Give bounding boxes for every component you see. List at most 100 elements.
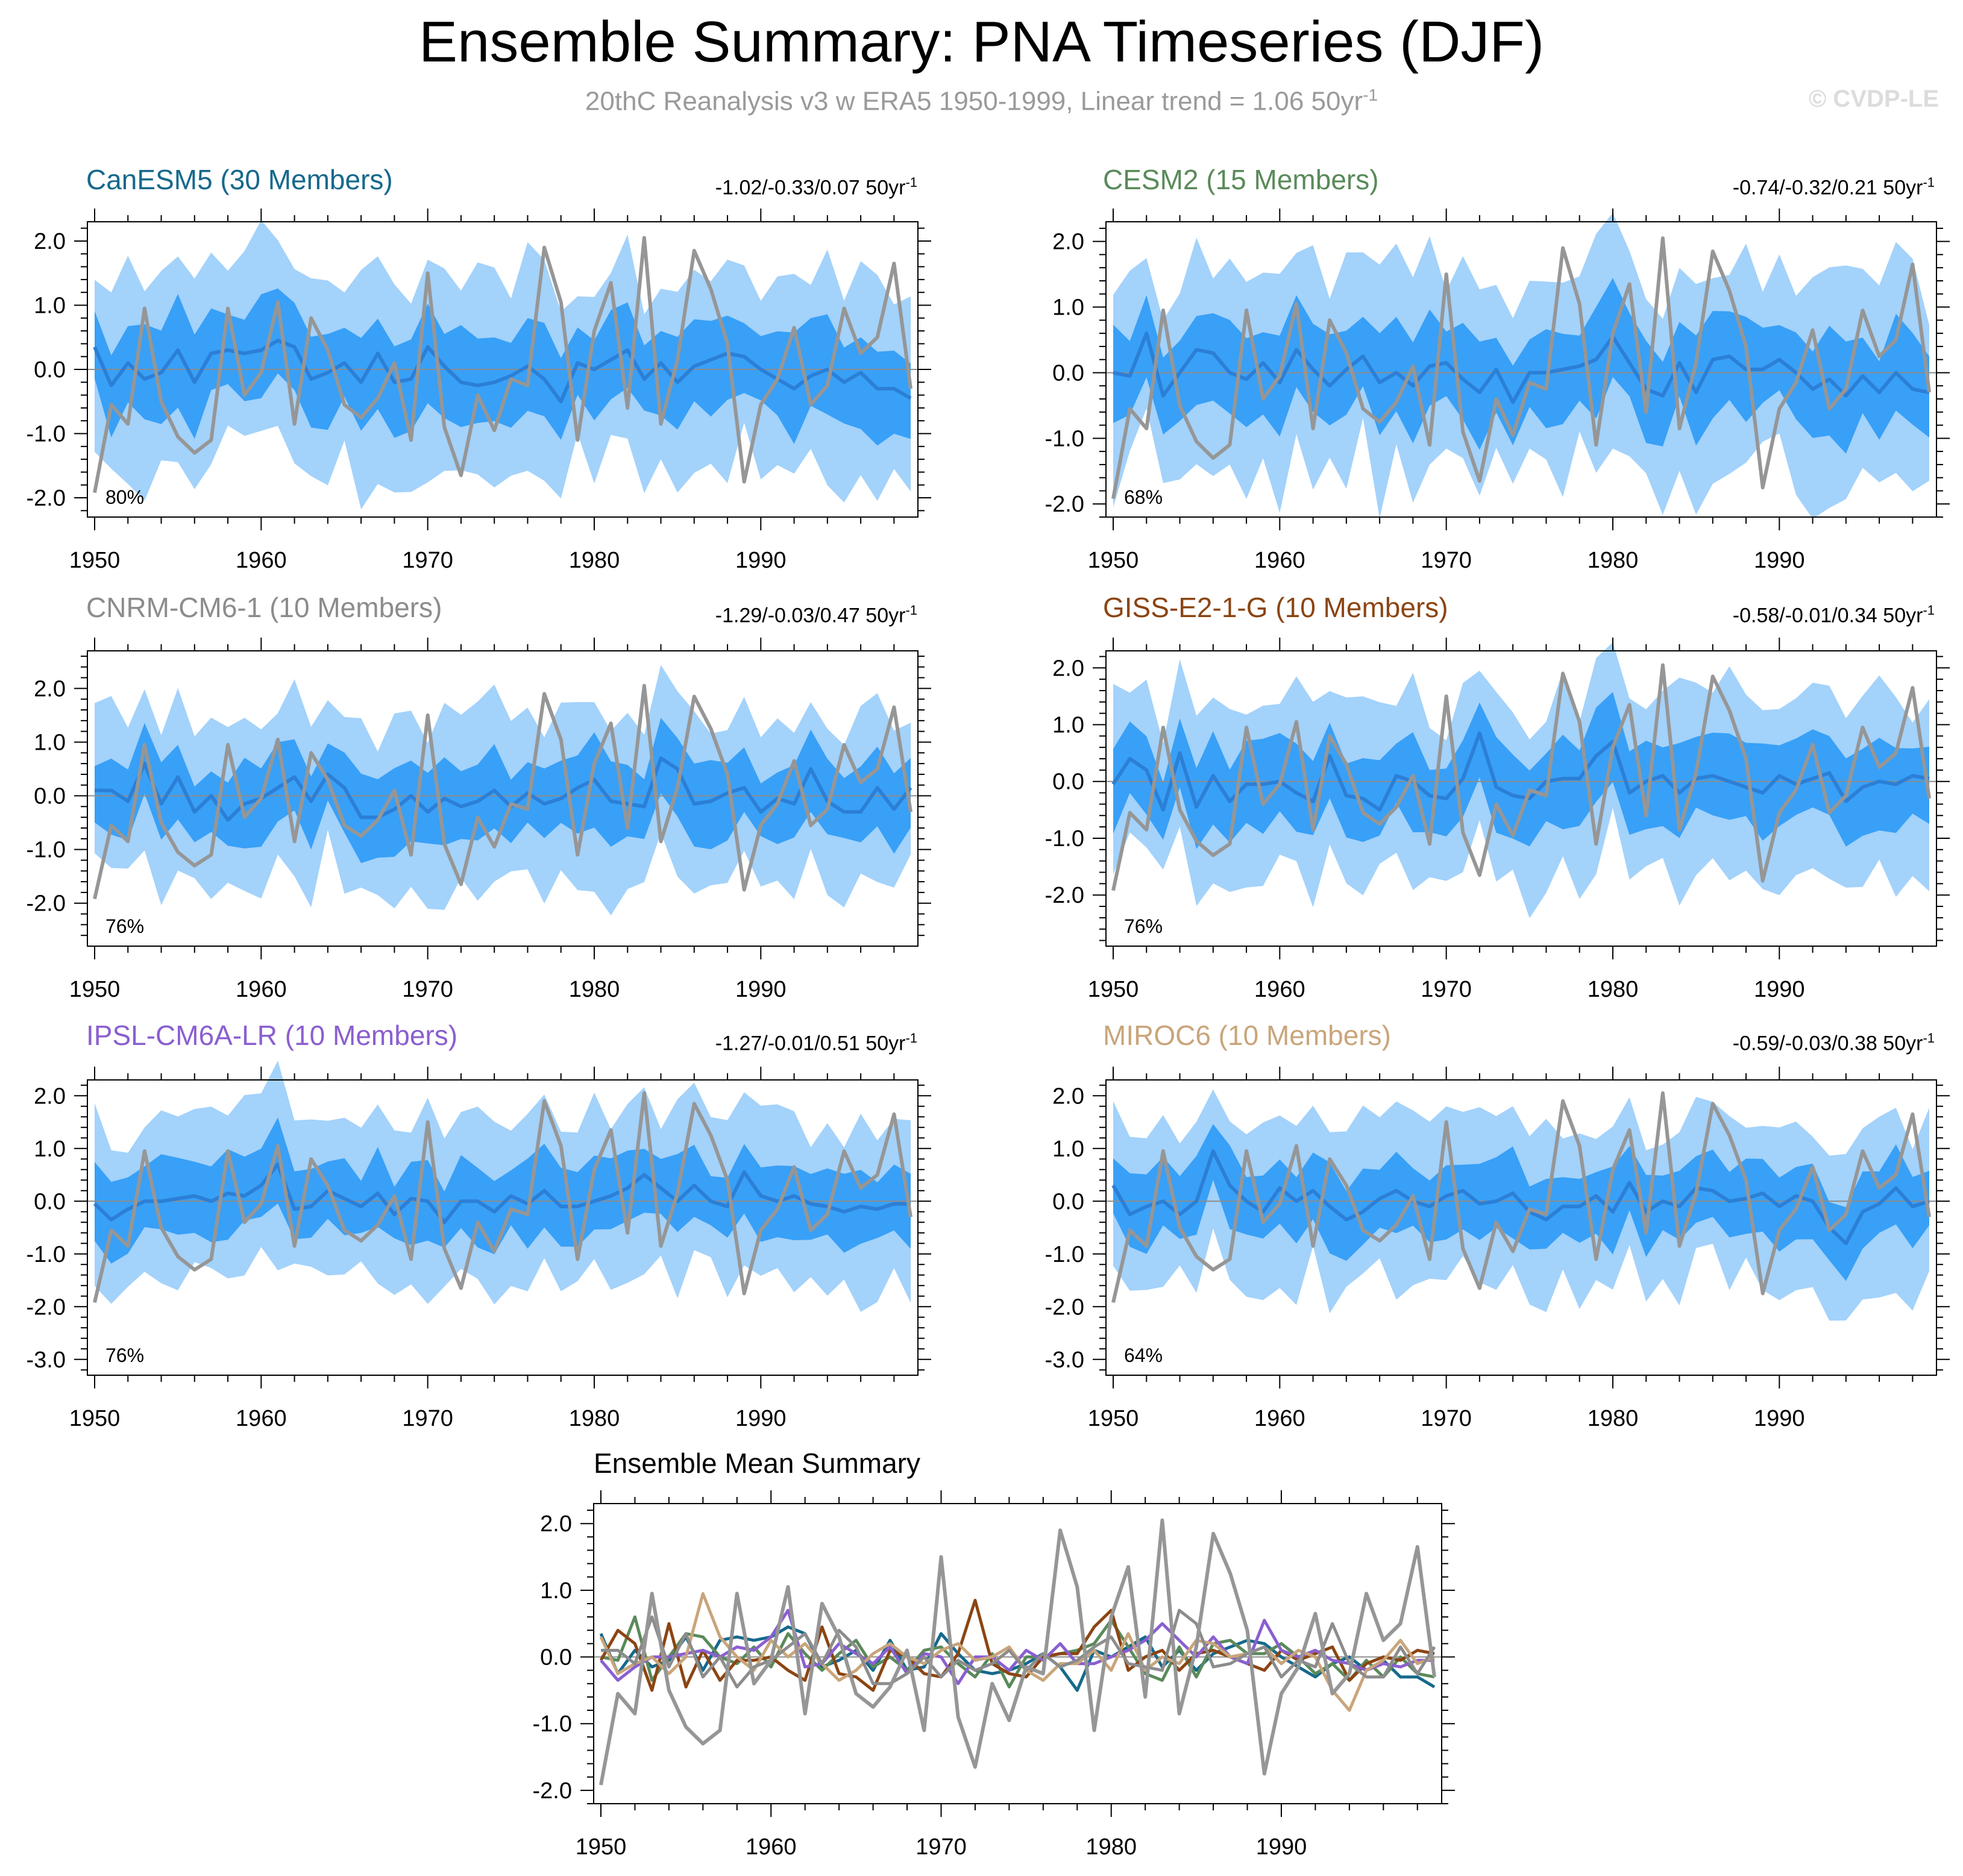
y-tick-label: 0.0 bbox=[34, 357, 66, 383]
y-tick-label: 0.0 bbox=[540, 1645, 572, 1671]
stats-text: -1.29/-0.03/0.47 50yr bbox=[715, 604, 906, 627]
panel-stats-canesm5: -1.02/-0.33/0.07 50yr-1 bbox=[715, 170, 917, 200]
observations-line bbox=[1111, 1091, 1931, 1303]
y-tick-label: -1.0 bbox=[27, 838, 66, 863]
summary-observations-line bbox=[599, 1518, 1436, 1786]
observations-line bbox=[93, 1091, 912, 1303]
x-tick-label: 1980 bbox=[1588, 977, 1639, 1002]
stats-text: -0.59/-0.03/0.38 50yr bbox=[1732, 1032, 1923, 1055]
y-tick-label: 2.0 bbox=[540, 1511, 572, 1537]
x-tick-label: 1990 bbox=[1256, 1834, 1307, 1860]
y-tick-label: 0.0 bbox=[34, 784, 66, 809]
panel-title-giss: GISS-E2-1-G (10 Members) bbox=[1103, 592, 1448, 623]
panel-stats-cnrm: -1.29/-0.03/0.47 50yr-1 bbox=[715, 598, 917, 628]
y-tick-label: 0.0 bbox=[1052, 360, 1084, 386]
observations-line bbox=[1111, 663, 1931, 891]
plot-frame bbox=[87, 1079, 919, 1376]
x-tick-label: 1990 bbox=[1754, 1406, 1805, 1431]
ensemble-spread-inner bbox=[95, 718, 911, 864]
y-tick-label: -2.0 bbox=[27, 486, 66, 511]
pct-label: 68% bbox=[1124, 486, 1163, 508]
y-tick-label: 0.0 bbox=[34, 1189, 66, 1214]
y-tick-label: 1.0 bbox=[34, 730, 66, 755]
stats-superscript: -1 bbox=[1923, 175, 1935, 190]
x-tick-label: 1970 bbox=[1421, 977, 1472, 1002]
observations-line bbox=[1111, 236, 1931, 500]
summary-line-cnrm-cm6-1 bbox=[601, 1608, 1436, 1689]
stats-superscript: -1 bbox=[1923, 1031, 1935, 1046]
stats-text: -1.27/-0.01/0.51 50yr bbox=[715, 1032, 906, 1055]
pct-label: 76% bbox=[105, 915, 144, 937]
y-tick-label: 1.0 bbox=[34, 1137, 66, 1162]
plot-frame bbox=[1105, 650, 1937, 947]
ensemble-mean-line bbox=[1111, 1149, 1930, 1246]
x-tick-label: 1970 bbox=[402, 548, 453, 573]
y-tick-label: 1.0 bbox=[1052, 713, 1084, 738]
x-tick-label: 1960 bbox=[1254, 977, 1305, 1002]
panel-stats-cesm2: -0.74/-0.32/0.21 50yr-1 bbox=[1733, 170, 1935, 200]
observations-line bbox=[93, 236, 912, 494]
watermark: © CVDP-LE bbox=[1808, 86, 1939, 112]
stats-text: -1.02/-0.33/0.07 50yr bbox=[715, 176, 906, 199]
y-tick-label: -2.0 bbox=[533, 1778, 572, 1804]
x-tick-label: 1980 bbox=[569, 977, 620, 1002]
panel-cesm2: 68% 2.0 1.0 0.0 -1.0 -2.0 1950 1960 1970 1980 1990 bbox=[1045, 209, 1950, 573]
subtitle: 20thC Reanalysis v3 w ERA5 1950-1999, Li… bbox=[0, 78, 1963, 119]
y-tick-label: 2.0 bbox=[1052, 230, 1084, 255]
x-tick-label: 1970 bbox=[1421, 1406, 1472, 1431]
y-tick-label: 2.0 bbox=[1052, 1084, 1084, 1109]
x-tick-label: 1990 bbox=[1754, 548, 1805, 573]
panel-miroc6: 64% 2.0 1.0 0.0 -1.0 -2.0 -3.0 1950 1960 1970 1980… bbox=[1045, 1067, 1950, 1431]
ensemble-spread-inner bbox=[95, 288, 911, 446]
y-tick-label: 0.0 bbox=[1052, 1189, 1084, 1214]
panel-title-cnrm: CNRM-CM6-1 (10 Members) bbox=[86, 592, 442, 623]
plot-frame bbox=[1105, 221, 1937, 518]
plot-frame bbox=[87, 650, 919, 947]
y-tick-label: -2.0 bbox=[27, 891, 66, 917]
y-tick-label: 2.0 bbox=[34, 1084, 66, 1109]
panel-stats-miroc6: -0.59/-0.03/0.38 50yr-1 bbox=[1733, 1026, 1935, 1056]
ensemble-mean-line bbox=[95, 756, 912, 822]
x-tick-label: 1990 bbox=[735, 1406, 787, 1431]
stats-superscript: -1 bbox=[905, 175, 917, 190]
panel-stats-giss: -0.58/-0.01/0.34 50yr-1 bbox=[1733, 598, 1935, 628]
x-tick-label: 1950 bbox=[69, 548, 121, 573]
ensemble-mean-line bbox=[1111, 731, 1930, 812]
y-tick-label: 2.0 bbox=[1052, 656, 1084, 681]
pct-label: 76% bbox=[1124, 915, 1163, 937]
panel-giss-e2-1-g: 76% 2.0 1.0 0.0 -1.0 -2.0 1950 1960 1970 1980 1990 bbox=[1045, 638, 1950, 1002]
x-tick-label: 1980 bbox=[569, 548, 620, 573]
y-tick-label: -2.0 bbox=[1045, 883, 1084, 908]
x-tick-label: 1960 bbox=[1254, 1406, 1305, 1431]
y-tick-label: -1.0 bbox=[1045, 1242, 1084, 1267]
x-tick-label: 1990 bbox=[735, 977, 787, 1002]
panel-cnrm-cm6-1: 76% 2.0 1.0 0.0 -1.0 -2.0 1950 1960 1970 1980 1990 bbox=[27, 638, 931, 1002]
x-tick-label: 1960 bbox=[746, 1834, 797, 1860]
x-tick-label: 1960 bbox=[236, 1406, 287, 1431]
observations-line bbox=[93, 683, 912, 900]
x-tick-label: 1950 bbox=[69, 1406, 121, 1431]
stats-text: -0.74/-0.32/0.21 50yr bbox=[1732, 176, 1923, 199]
ensemble-mean-line bbox=[93, 1162, 911, 1225]
y-tick-label: 0.0 bbox=[1052, 770, 1084, 795]
y-tick-label: -1.0 bbox=[27, 1242, 66, 1267]
x-tick-label: 1960 bbox=[1254, 548, 1305, 573]
panel-title-ipsl: IPSL-CM6A-LR (10 Members) bbox=[86, 1020, 458, 1051]
y-tick-label: -1.0 bbox=[27, 422, 66, 447]
ensemble-mean-summary-title: Ensemble Mean Summary bbox=[594, 1448, 920, 1479]
x-tick-label: 1980 bbox=[1588, 1406, 1639, 1431]
pct-label: 64% bbox=[1124, 1344, 1163, 1366]
plot-frame bbox=[593, 1503, 1442, 1804]
stats-superscript: -1 bbox=[905, 603, 917, 618]
y-tick-label: -2.0 bbox=[1045, 1294, 1084, 1320]
stats-text: -0.58/-0.01/0.34 50yr bbox=[1732, 604, 1923, 627]
y-tick-label: 1.0 bbox=[1052, 1137, 1084, 1162]
subtitle-text: 20thC Reanalysis v3 w ERA5 1950-1999, Li… bbox=[585, 86, 1363, 116]
x-tick-label: 1990 bbox=[1754, 977, 1805, 1002]
panel-canesm5: 80% 2.0 1.0 0.0 -1.0 -2.0 1950 1960 1970 1980 1990 bbox=[27, 209, 931, 573]
y-tick-label: 2.0 bbox=[34, 229, 66, 254]
x-tick-label: 1970 bbox=[1421, 548, 1472, 573]
pct-label: 76% bbox=[105, 1344, 144, 1366]
x-tick-label: 1980 bbox=[569, 1406, 620, 1431]
